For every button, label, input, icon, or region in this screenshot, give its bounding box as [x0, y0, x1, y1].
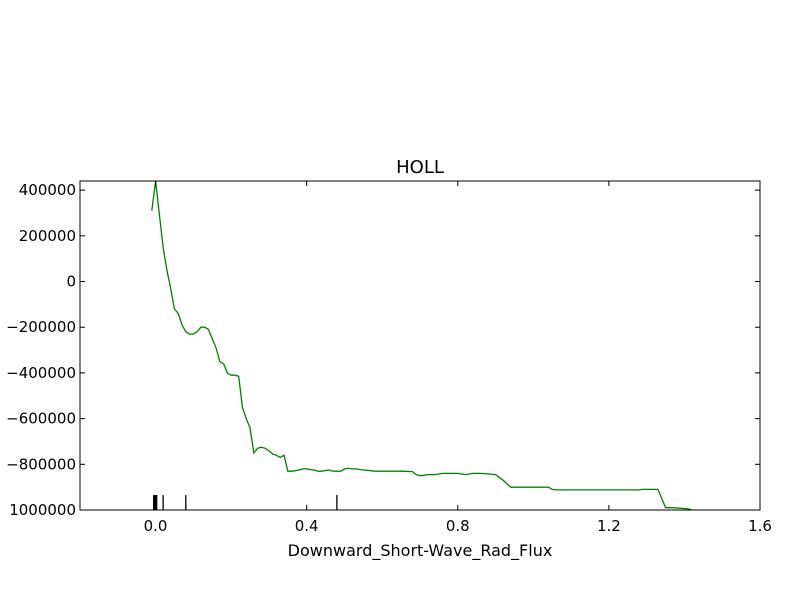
chart-title: HOLL — [396, 157, 444, 178]
y-tick-label: −600000 — [6, 410, 76, 428]
y-tick-label: −200000 — [6, 318, 76, 336]
plot-frame — [79, 180, 761, 511]
y-tick-label: 0 — [66, 273, 76, 291]
plot-area: 0.0 0.4 0.8 1.2 1.6 400000 200000 0 −200000 −4000… — [6, 180, 772, 535]
x-tick-label: 1.6 — [748, 517, 772, 535]
x-tick-label: 1.2 — [597, 517, 621, 535]
y-tick-label: 1000000 — [9, 501, 76, 519]
y-tick-label: 200000 — [19, 227, 76, 245]
x-tick-label: 0.0 — [144, 517, 168, 535]
y-tick-label: 400000 — [19, 181, 76, 199]
y-tick-label: −400000 — [6, 364, 76, 382]
y-tick-label: −800000 — [6, 455, 76, 473]
x-axis-label: Downward_Short-Wave_Rad_Flux — [288, 541, 553, 561]
x-tick-label: 0.4 — [295, 517, 319, 535]
x-tick-label: 0.8 — [446, 517, 470, 535]
series-line-0 — [151, 181, 693, 510]
